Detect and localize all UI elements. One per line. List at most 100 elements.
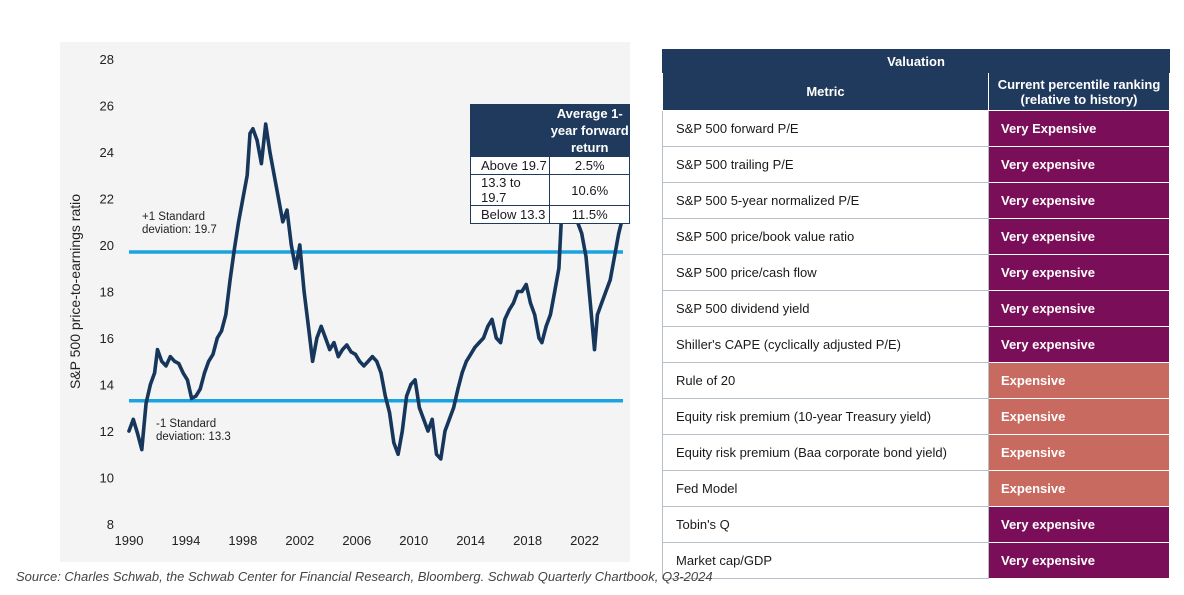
pe-data-point [557,266,561,270]
pe-data-point [219,329,224,333]
pe-data-point [434,452,439,456]
pe-data-point [528,301,533,305]
pe-data-point [319,324,323,328]
valuation-row: S&P 500 dividend yield Very expensive [662,290,1170,327]
y-tick-label: 14 [100,378,114,393]
pe-data-point [426,429,430,433]
pe-data-point [245,173,249,177]
pe-data-point [332,341,336,345]
pe-data-point [439,457,443,461]
pe-data-point [164,364,168,368]
pe-data-point [268,150,272,154]
pe-data-point [349,350,353,354]
forward-return-row: Above 19.7 2.5% [469,156,630,175]
pe-data-point [507,308,511,312]
forward-return-range: Above 19.7 [469,156,551,175]
metric-name: Equity risk premium (Baa corporate bond … [662,434,989,471]
forward-return-range: Below 13.3 [469,205,551,224]
pe-data-point [207,359,211,363]
pe-data-point [215,336,219,340]
x-tick-label: 2022 [570,533,599,548]
ranking-cell: Very expensive [988,290,1170,327]
pe-data-point [276,196,281,201]
y-tick-label: 10 [100,471,114,486]
pe-data-point [379,371,383,375]
pe-data-point [537,336,541,340]
pe-data-point [211,352,215,356]
pe-data-point [604,289,608,294]
x-tick-label: 1990 [115,533,144,548]
pe-data-point [447,417,451,421]
valuation-row: Fed Model Expensive [662,470,1170,507]
pe-data-point [405,394,409,398]
std-dev-label: -1 Standard [156,418,216,430]
forward-return-range: 13.3 to 19.7 [469,174,551,206]
pe-data-point [400,429,404,433]
pe-data-point [387,410,392,414]
pe-data-point [516,289,520,294]
pe-data-point [168,355,172,359]
ranking-cell: Very expensive [988,254,1170,291]
x-tick-label: 2002 [285,533,314,548]
pe-data-point [511,301,515,305]
pe-data-point [160,359,164,363]
valuation-row: Equity risk premium (10-year Treasury yi… [662,398,1170,435]
pe-data-point [608,278,612,282]
y-tick-label: 12 [100,424,114,439]
pe-data-point [153,371,157,375]
pe-data-point [358,359,362,363]
pe-data-point [248,131,252,135]
pe-data-point [553,289,557,294]
pe-data-point [198,387,202,391]
pe-data-point [190,396,194,401]
x-tick-label: 1998 [228,533,257,548]
pe-data-point [409,382,413,387]
valuation-table: Valuation Metric Current percentile rank… [662,49,1170,579]
metric-column-header: Metric [662,72,989,111]
ranking-cell: Expensive [988,470,1170,507]
pe-data-point [481,336,486,340]
pe-data-point [588,301,592,305]
valuation-row: S&P 500 trailing P/E Very expensive [662,146,1170,183]
x-tick-label: 2010 [399,533,428,548]
metric-name: S&P 500 5-year normalized P/E [662,182,989,219]
y-axis-label: S&P 500 price-to-earnings ratio [67,194,83,389]
valuation-row: S&P 500 price/book value ratio Very expen… [662,218,1170,255]
pe-data-point [362,364,366,368]
metric-name: Market cap/GDP [662,542,989,579]
ranking-cell: Expensive [988,398,1170,435]
pe-data-point [345,343,349,347]
pe-data-point [224,313,228,317]
y-tick-label: 28 [100,52,114,67]
pe-data-point [486,324,490,328]
pe-data-point [451,406,456,410]
pe-data-point [375,359,379,363]
pe-data-point [540,341,544,345]
pe-data-point [293,266,298,270]
pe-data-point [473,345,477,349]
valuation-title: Valuation [662,49,1170,73]
pe-data-point [131,417,135,421]
pe-data-point [298,243,302,247]
pe-data-point [600,301,604,305]
y-tick-label: 8 [107,517,114,532]
metric-name: S&P 500 dividend yield [662,290,989,327]
metric-name: Fed Model [662,470,989,507]
pe-data-point [595,313,599,317]
forward-return-header-blank [469,104,551,157]
valuation-body: S&P 500 forward P/E Very Expensive S&P 50… [662,110,1170,579]
ranking-cell: Very Expensive [988,110,1170,147]
pe-data-point [202,371,207,375]
pe-data-point [241,196,245,201]
pe-data-point [383,394,387,398]
pe-chart-panel: 8 10 12 14 16 18 20 22 24 26 28 1990 1994 1998 2002 200… [60,42,630,562]
y-tick-label: 22 [100,192,114,207]
pe-data-point [392,441,396,445]
pe-data-point [584,255,588,259]
pe-data-point [417,406,422,410]
ranking-cell: Very expensive [988,326,1170,363]
pe-data-point [612,255,617,259]
pe-data-point [544,324,548,328]
pe-data-point [311,359,315,363]
